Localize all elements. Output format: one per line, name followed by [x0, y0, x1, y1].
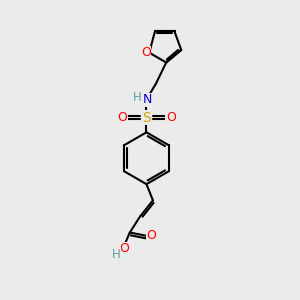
Text: O: O: [166, 111, 176, 124]
Text: O: O: [120, 242, 130, 255]
Text: H: H: [112, 248, 120, 261]
Text: N: N: [142, 93, 152, 106]
Text: S: S: [142, 111, 151, 124]
Text: O: O: [141, 46, 151, 59]
Text: O: O: [146, 229, 156, 242]
Text: H: H: [133, 91, 142, 104]
Text: O: O: [117, 111, 127, 124]
